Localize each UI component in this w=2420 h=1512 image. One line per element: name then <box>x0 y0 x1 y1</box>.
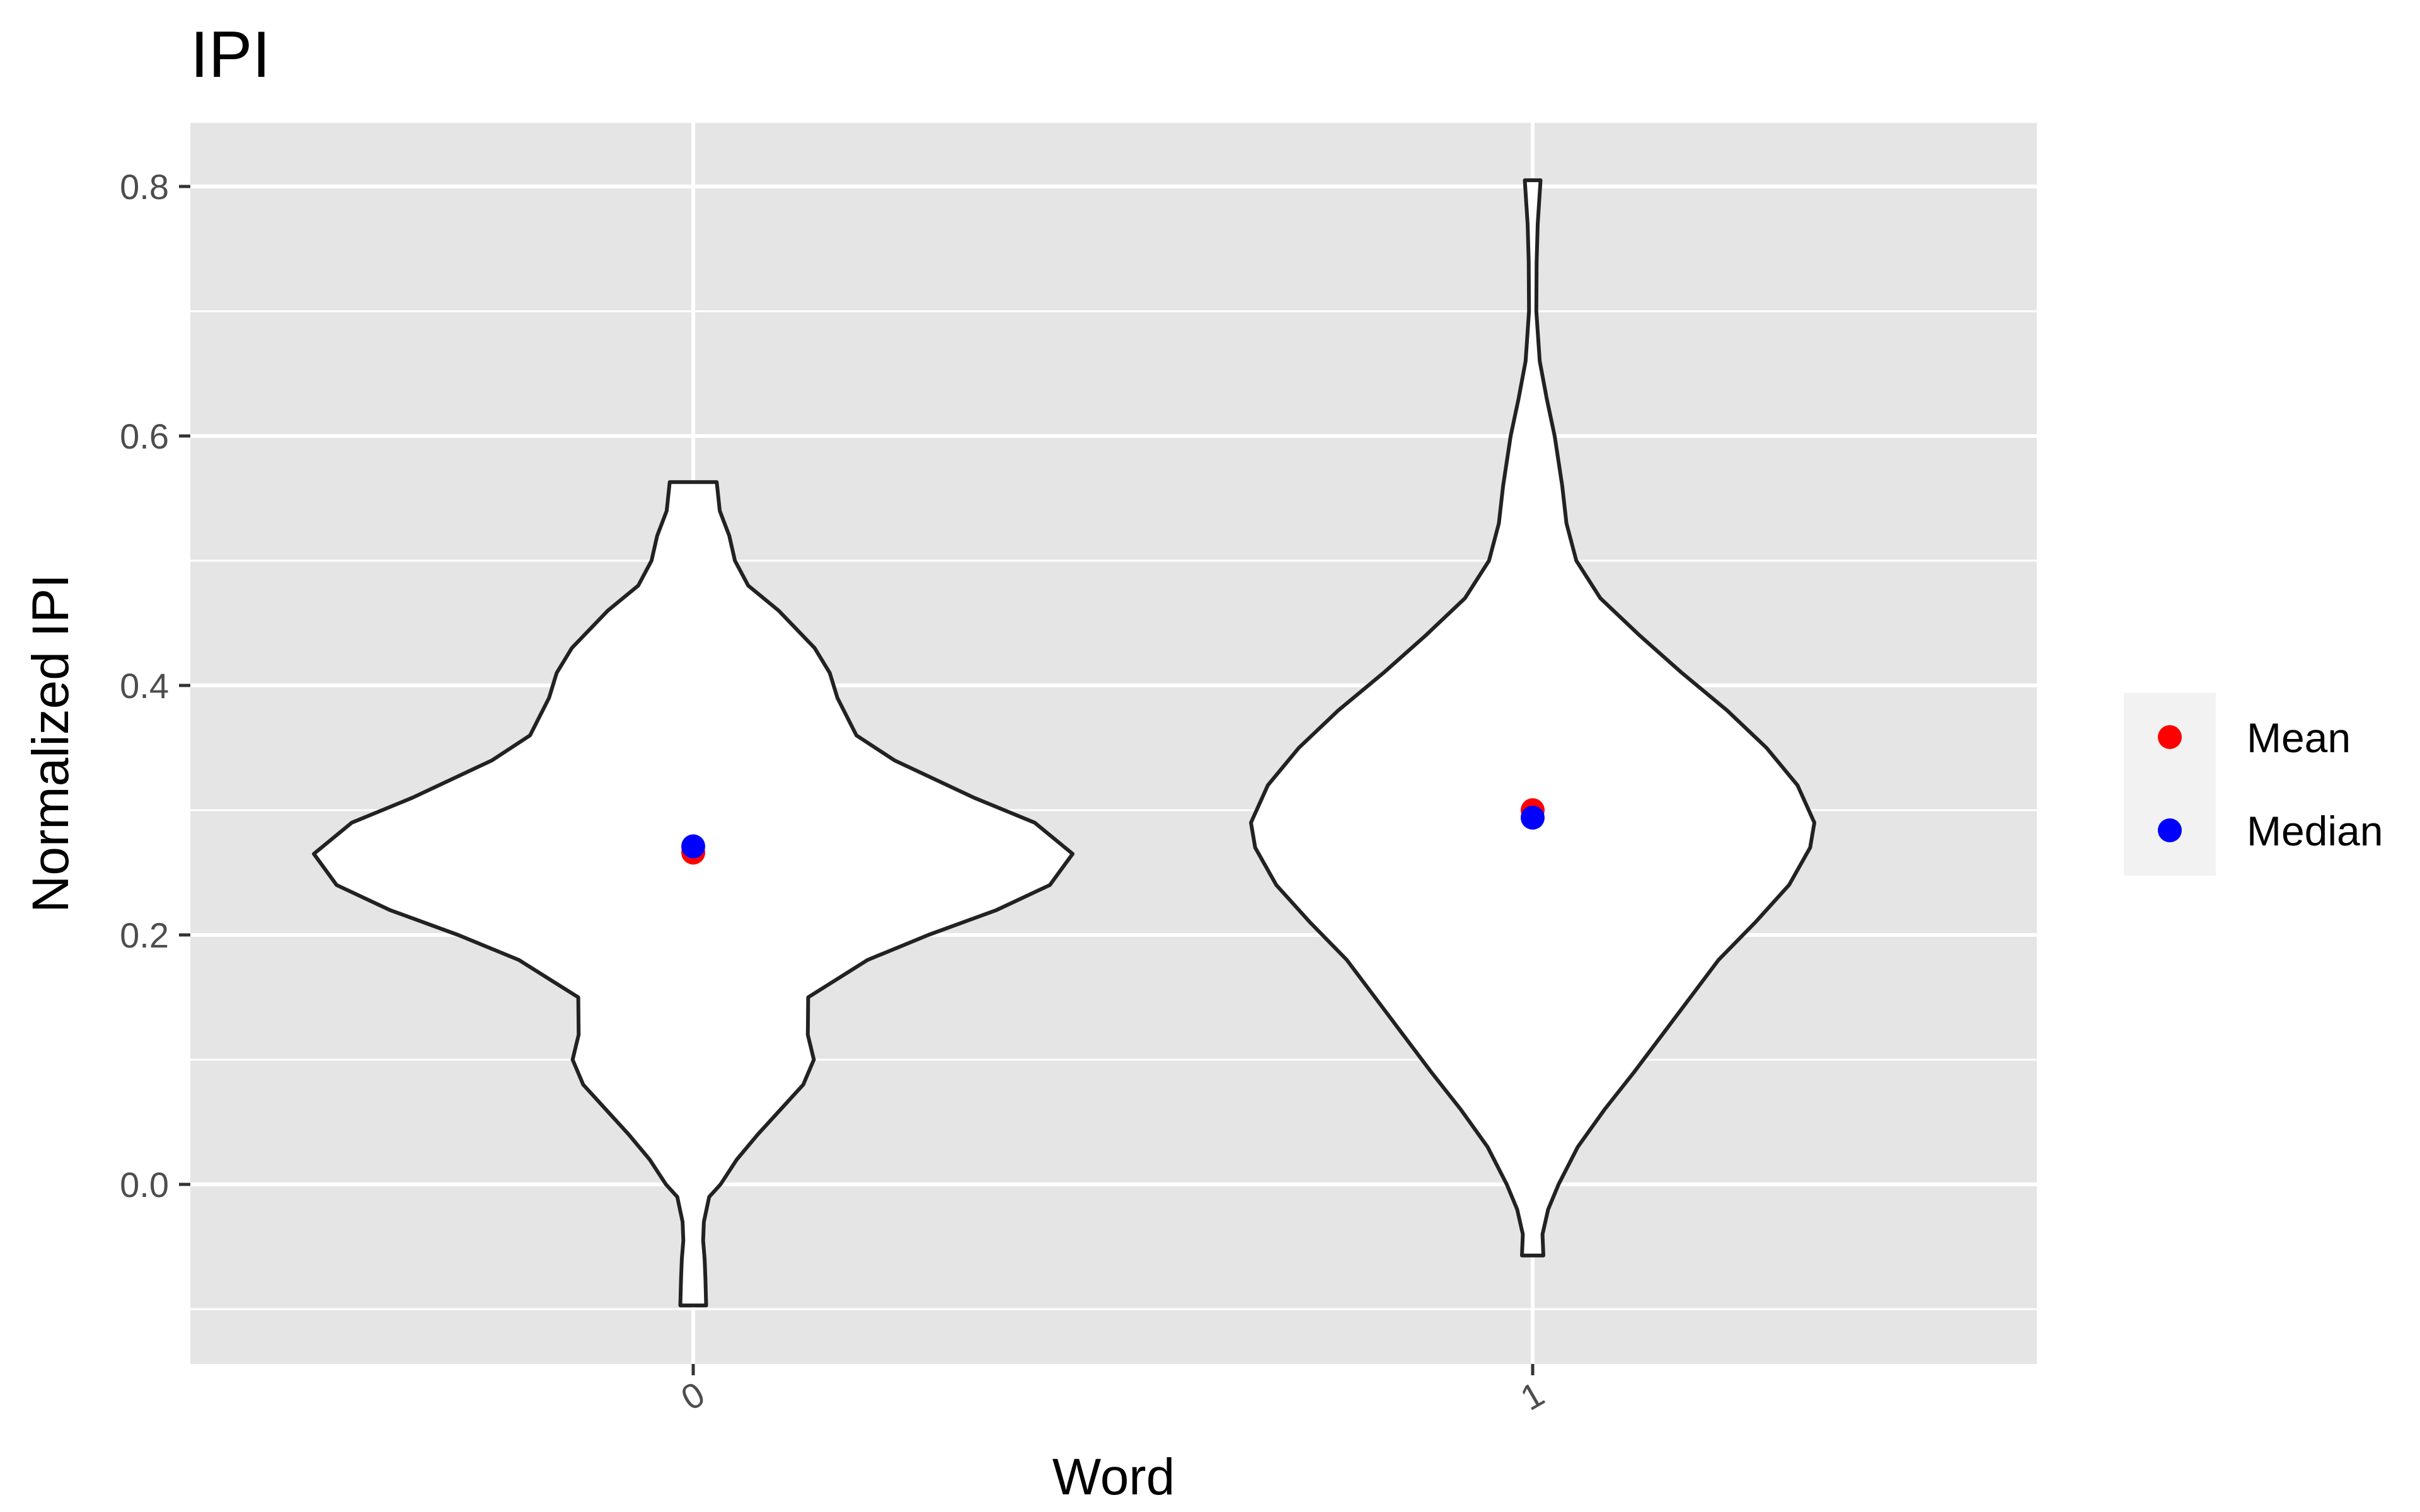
summary-points <box>681 798 1545 865</box>
legend-median-marker <box>2158 818 2182 842</box>
violin-1 <box>1249 178 1816 1257</box>
x-axis-title: Word <box>1052 1448 1175 1506</box>
legend-mean-marker <box>2158 725 2182 749</box>
x-tick-label: 0 <box>674 1374 711 1418</box>
chart-title: IPI <box>190 18 270 91</box>
legend: Mean Median <box>2124 693 2383 876</box>
violins <box>312 178 1816 1308</box>
legend-median-label: Median <box>2247 808 2383 854</box>
legend-mean-label: Mean <box>2247 714 2351 761</box>
y-tick-label: 0.8 <box>120 167 169 207</box>
y-tick-label: 0.2 <box>120 915 169 955</box>
legend-key-background <box>2124 693 2216 876</box>
y-axis-title: Normalized IPI <box>22 574 79 913</box>
median-point-1 <box>1521 805 1545 830</box>
y-tick-label: 0.6 <box>120 416 169 456</box>
violin-0 <box>312 480 1075 1308</box>
y-tick-label: 0.4 <box>120 666 169 706</box>
median-point-0 <box>681 834 705 859</box>
y-axis: 0.0 0.2 0.4 0.6 0.8 <box>120 167 190 1205</box>
y-tick-label: 0.0 <box>120 1165 169 1205</box>
x-tick-label: 1 <box>1514 1374 1550 1418</box>
